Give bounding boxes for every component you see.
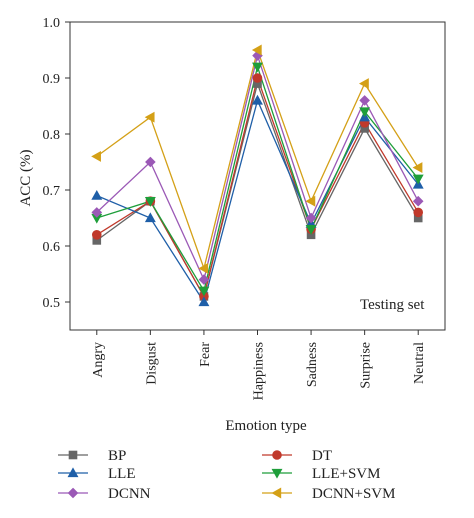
legend-label: DCNN+SVM [312, 486, 395, 502]
legend-swatch-marker [272, 450, 282, 460]
y-tick-label: 0.6 [43, 240, 61, 255]
legend-swatch-marker [271, 487, 282, 499]
legend-item-dt: DT [262, 448, 332, 464]
data-point-dcnn-svm [198, 262, 209, 274]
legend-label: BP [108, 448, 126, 464]
y-tick-label: 0.7 [43, 184, 61, 199]
y-axis-title: ACC (%) [18, 149, 34, 206]
x-tick-label: Angry [91, 342, 106, 378]
y-tick-label: 1.0 [43, 16, 61, 31]
x-tick-label: Sadness [305, 342, 320, 387]
data-point-dcnn [91, 207, 103, 218]
data-point-dcnn-svm [91, 150, 101, 162]
legend-item-dcnn: DCNN [58, 486, 151, 502]
series-line-dcnn [96, 53, 419, 282]
data-point-lle-svm [252, 62, 263, 73]
legend-item-lle: LLE [58, 466, 136, 482]
data-point-lle-svm [305, 225, 317, 235]
data-point-dcnn [412, 195, 424, 207]
data-point-lle [252, 94, 263, 105]
data-point-dcnn [359, 95, 370, 106]
legend-swatch-marker [271, 468, 283, 479]
legend-item-dcnn-svm: DCNN+SVM [262, 486, 395, 502]
legend: BP DT LLE LLE+SVM DCNN DCNN+SVM [58, 448, 395, 502]
data-point-lle-svm [198, 286, 210, 297]
data-point-dcnn [145, 156, 156, 168]
data-point-dcnn-svm [359, 78, 369, 90]
x-axis: Angry Disgust Fear Happiness Sadness Surprise… [91, 330, 427, 400]
x-tick-label: Disgust [144, 342, 159, 385]
series-line-bp [96, 81, 419, 299]
legend-label: DCNN [108, 486, 151, 502]
data-point-lle-svm [144, 197, 156, 207]
y-tick-label: 0.9 [43, 72, 61, 87]
data-point-dcnn-svm [144, 111, 155, 123]
data-point-dt [413, 207, 424, 218]
data-point-dcnn-svm [412, 162, 423, 174]
data-point-dt [252, 73, 263, 83]
series-markers [91, 44, 424, 307]
data-point-dt [91, 230, 102, 240]
x-tick-label: Happiness [252, 342, 267, 400]
annotation-testing-set: Testing set [360, 297, 425, 313]
y-axis: 0.5 0.6 0.7 0.8 0.9 1.0 [43, 16, 70, 311]
data-point-lle [91, 189, 103, 200]
data-point-dcnn-svm [251, 44, 262, 56]
legend-item-lle-svm: LLE+SVM [262, 466, 380, 482]
data-point-lle [144, 212, 156, 223]
x-axis-title: Emotion type [225, 418, 307, 434]
y-tick-label: 0.8 [43, 128, 61, 143]
data-point-lle [198, 296, 210, 307]
data-point-dcnn [198, 274, 210, 285]
y-tick-label: 0.5 [43, 296, 61, 311]
x-tick-label: Fear [198, 342, 213, 367]
legend-swatch-marker [67, 467, 79, 478]
data-point-dcnn-svm [305, 195, 316, 207]
legend-label: LLE+SVM [312, 466, 380, 482]
legend-swatch-marker [67, 487, 79, 499]
x-tick-label: Surprise [359, 342, 374, 389]
data-point-dcnn [305, 212, 317, 224]
legend-label: DT [312, 448, 332, 464]
legend-item-bp: BP [58, 448, 126, 464]
x-tick-label: Neutral [412, 342, 427, 384]
legend-swatch-marker [68, 450, 78, 460]
data-point-lle-svm [359, 107, 371, 118]
data-point-lle-svm [412, 174, 424, 185]
legend-label: LLE [108, 466, 136, 482]
